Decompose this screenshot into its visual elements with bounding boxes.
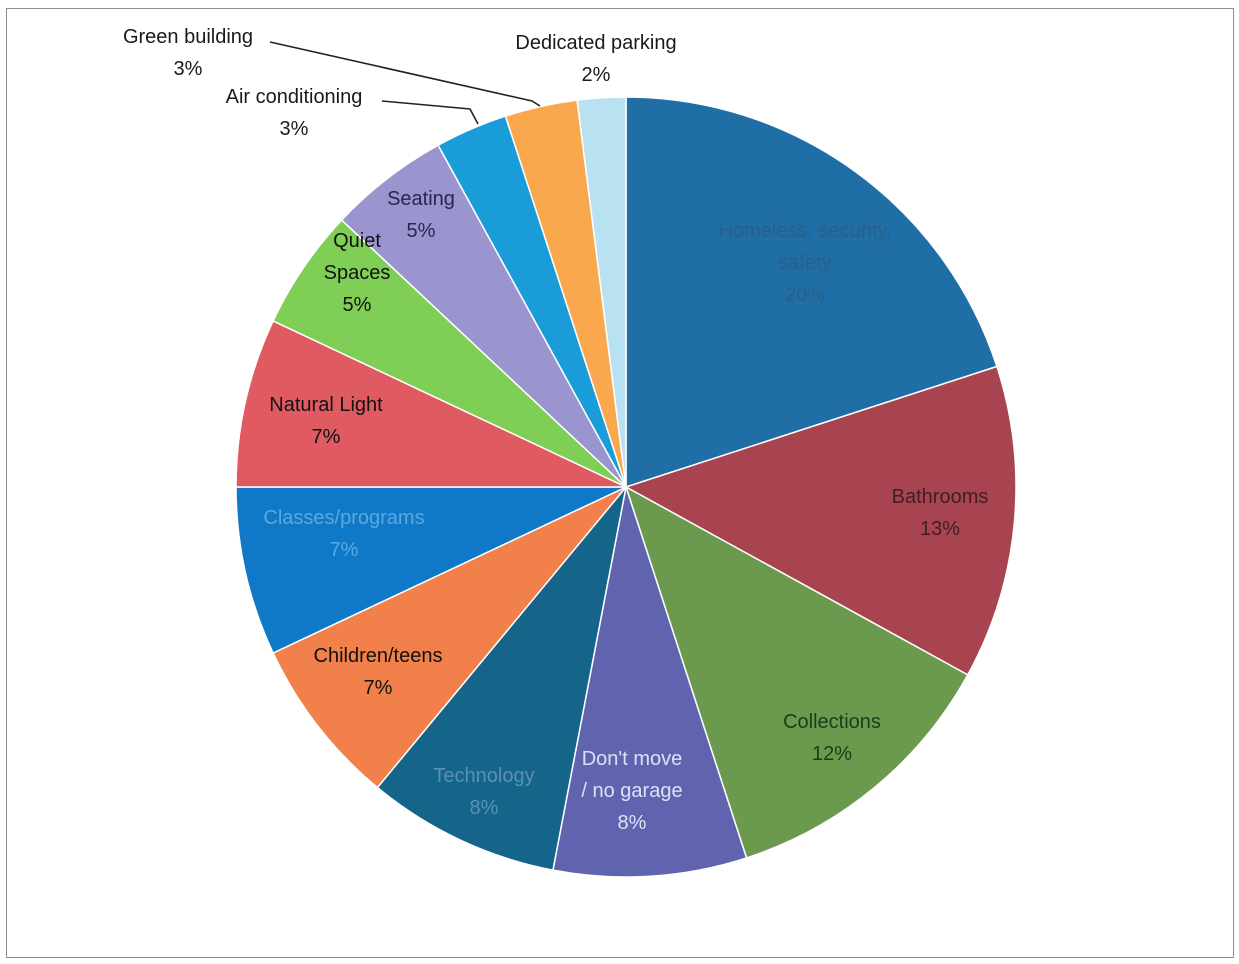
slice-name: Green building (123, 26, 253, 48)
slice-label: Bathrooms 13% (892, 486, 989, 540)
pie-slice (272, 486, 627, 789)
pie-slice (235, 319, 627, 488)
slice-name: / no garage (581, 780, 682, 802)
slice-labels: Homeless, security, safety 20% Bathrooms 13%… (123, 26, 988, 834)
slice-name: Homeless, security, (718, 220, 891, 242)
slice-name: Seating (387, 188, 455, 210)
slice-percent: 13% (920, 518, 960, 540)
slice-percent: 5% (407, 220, 436, 242)
slice-name: Don't move (582, 748, 683, 770)
slice-label: Seating 5% (387, 188, 455, 242)
leader-line (381, 100, 479, 125)
slice-percent: 2% (582, 64, 611, 86)
slice-label: Air conditioning 3% (226, 86, 363, 140)
slice-label: Quiet Spaces 5% (324, 230, 391, 316)
slice-label: Don't move / no garage 8% (581, 748, 682, 834)
slice-label: Technology 8% (433, 765, 534, 819)
slice-percent: 3% (174, 58, 203, 80)
pie-slice (376, 486, 627, 871)
slice-percent: 7% (364, 677, 393, 699)
slice-label: Children/teens 7% (314, 645, 443, 699)
pie-slice (624, 485, 969, 859)
slice-name: Technology (433, 765, 534, 787)
slice-name: Children/teens (314, 645, 443, 667)
pie-slice (624, 365, 1017, 676)
slice-percent: 7% (330, 539, 359, 561)
slice-percent: 5% (343, 294, 372, 316)
slice-percent: 3% (280, 118, 309, 140)
slice-percent: 7% (312, 426, 341, 448)
slice-label: Classes/programs 7% (263, 507, 424, 561)
slice-name: Quiet (333, 230, 381, 252)
slice-percent: 20% (785, 284, 825, 306)
slice-percent: 8% (618, 812, 647, 834)
pie-slice (235, 486, 627, 655)
slice-name: Natural Light (269, 394, 383, 416)
leader-lines (269, 41, 541, 125)
slice-label: Homeless, security, safety 20% (718, 220, 891, 306)
pie-slice (576, 96, 627, 488)
slice-name: Bathrooms (892, 486, 989, 508)
pie-slice (625, 96, 998, 489)
slice-label: Collections 12% (783, 711, 881, 765)
slice-label: Dedicated parking 2% (515, 32, 676, 86)
slice-name: Dedicated parking (515, 32, 676, 54)
slice-name: Collections (783, 711, 881, 733)
pie-slice (552, 486, 748, 878)
slice-percent: 12% (812, 743, 852, 765)
leader-line (269, 41, 541, 107)
slice-percent: 8% (470, 797, 499, 819)
pie-slices (235, 96, 1017, 878)
slice-name: Classes/programs (263, 507, 424, 529)
slice-label: Green building 3% (123, 26, 253, 80)
slice-label: Natural Light 7% (269, 394, 383, 448)
slice-name: safety (778, 252, 831, 274)
slice-name: Spaces (324, 262, 391, 284)
slice-name: Air conditioning (226, 86, 363, 108)
